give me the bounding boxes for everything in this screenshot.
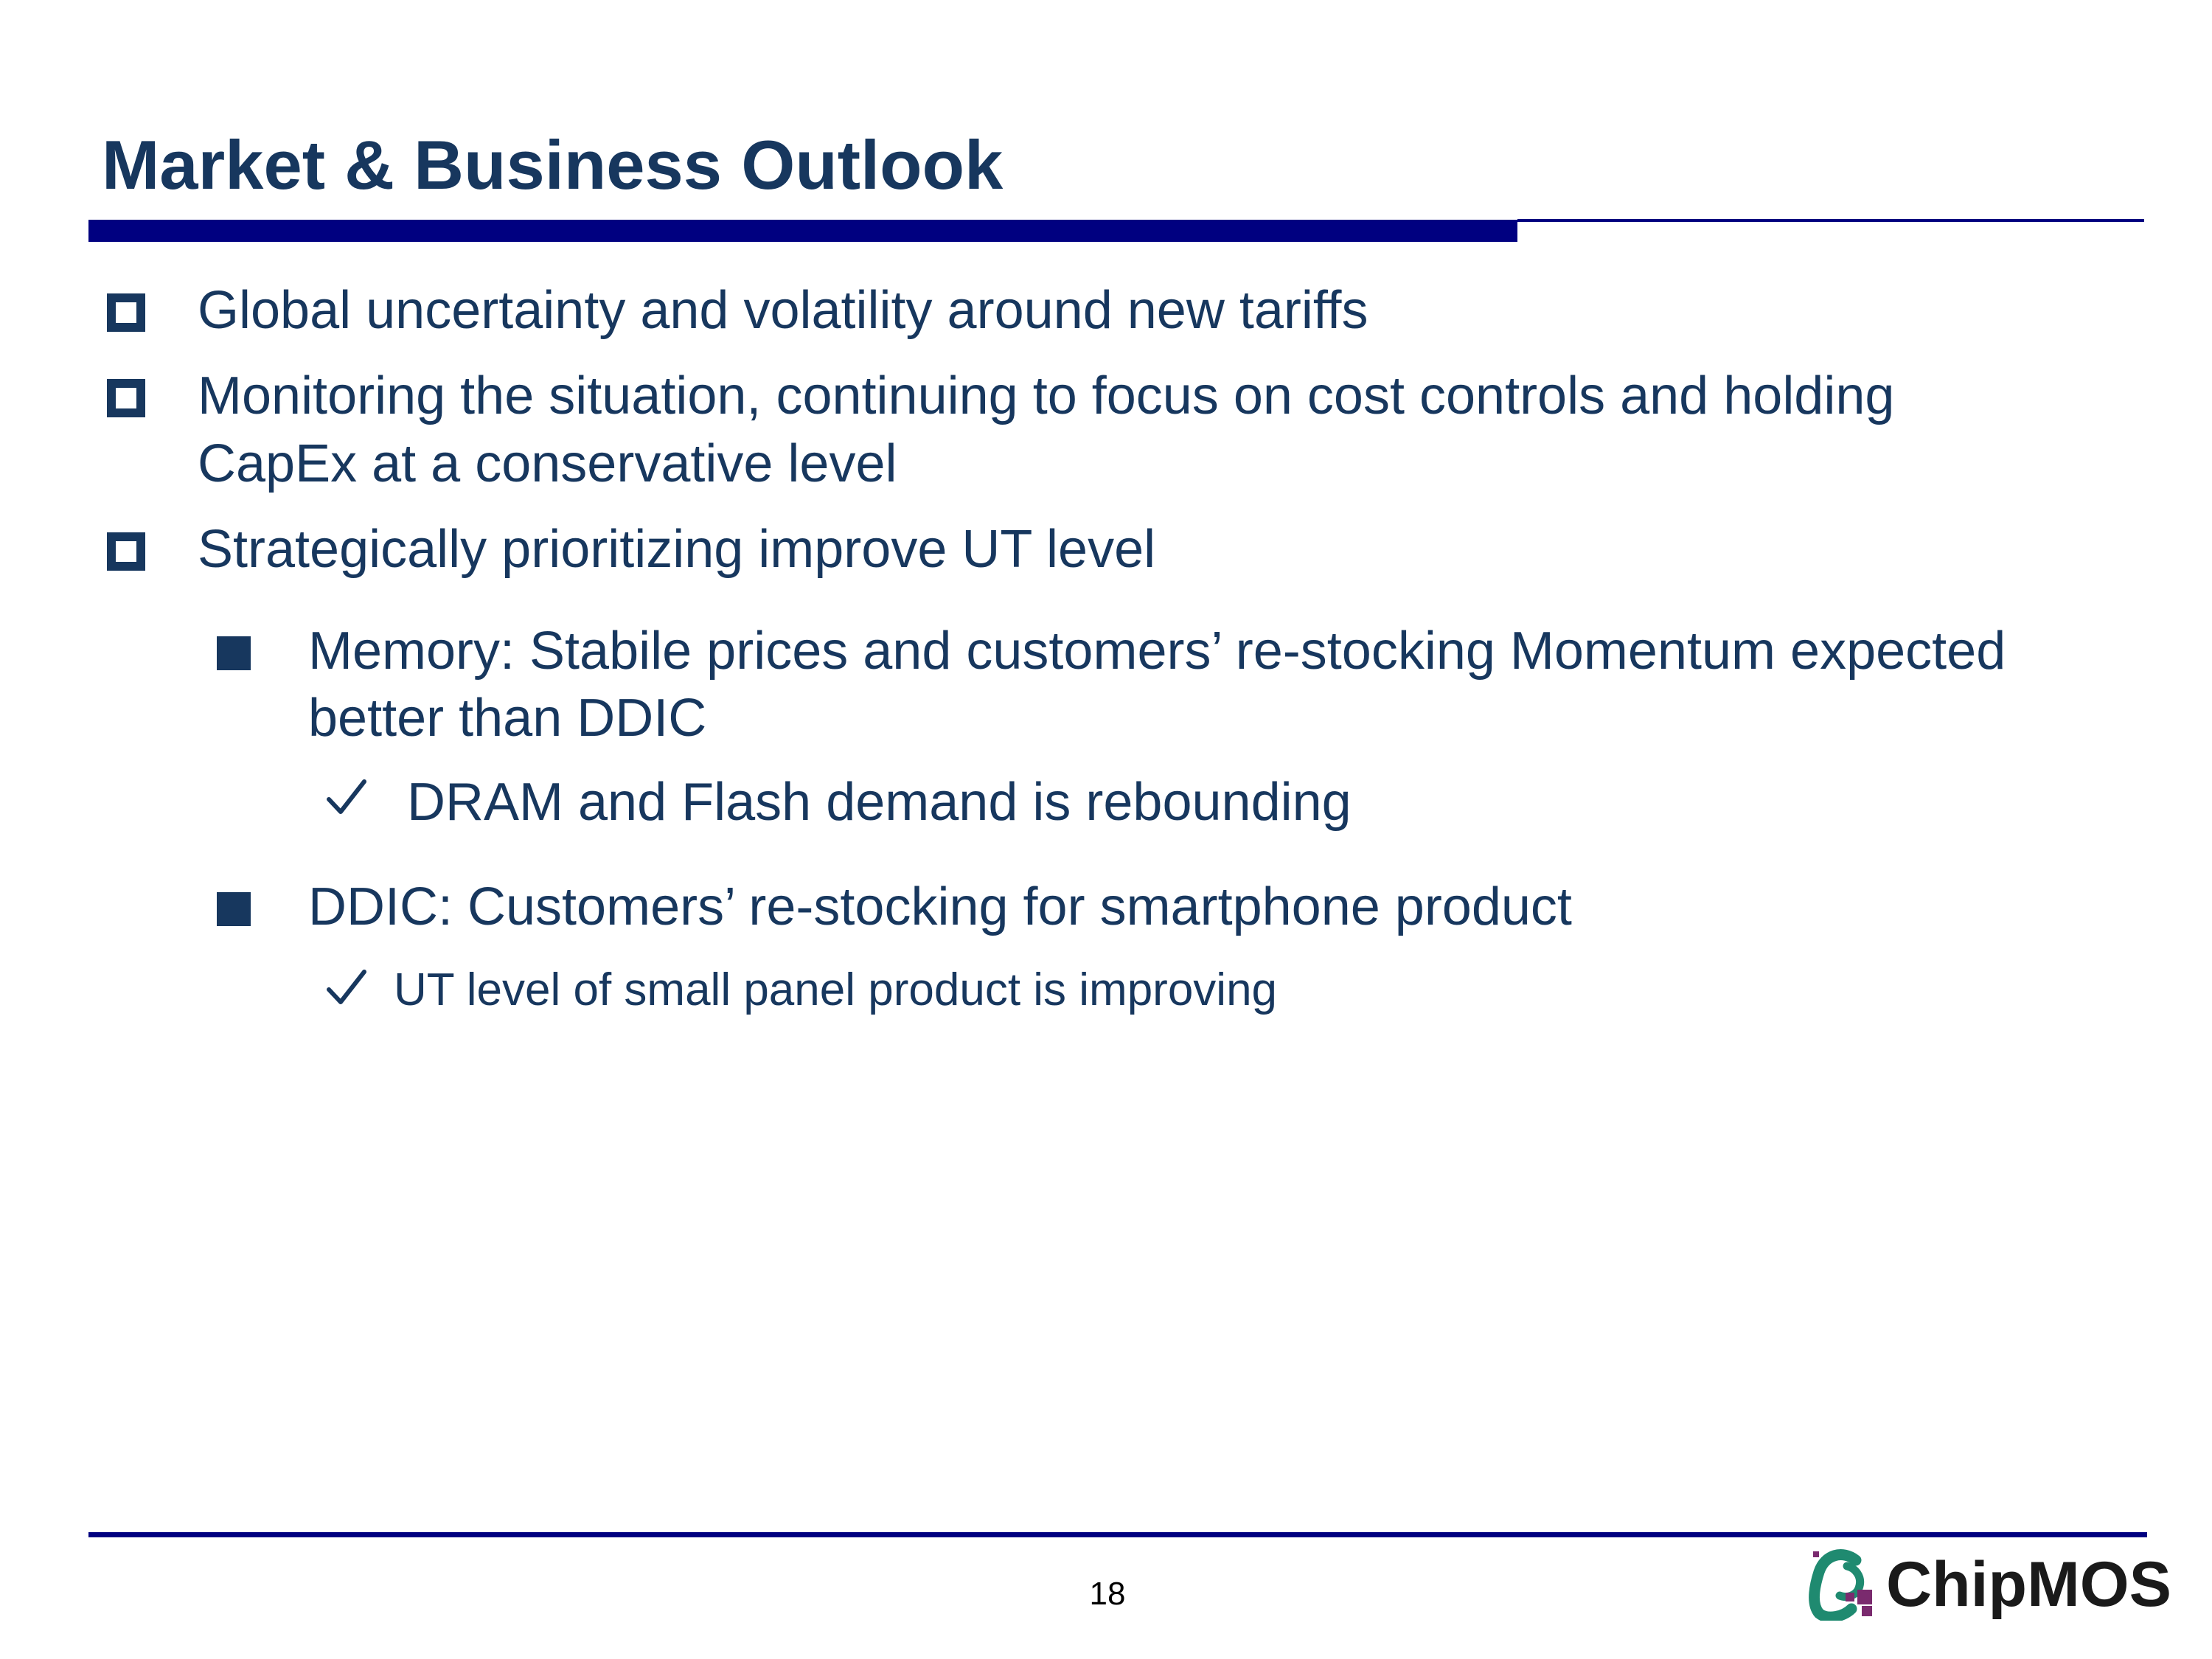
hollow-square-bullet-icon: [107, 379, 145, 417]
chipmos-logo: ChipMOS: [1803, 1547, 2171, 1621]
chipmos-logo-mark-icon: [1809, 1549, 1872, 1621]
check-item-ut-level: UT level of small panel product is impro…: [394, 964, 1278, 1015]
chipmos-logo-text: ChipMOS: [1886, 1549, 2171, 1620]
bullet-2-text-line-2: CapEx at a conservative level: [198, 434, 897, 493]
bullet-3-text: Strategically prioritizing improve UT le…: [198, 520, 1156, 579]
title-underline-thin: [1517, 219, 2144, 222]
footer-rule: [88, 1532, 2147, 1537]
slide-title: Market & Business Outlook: [102, 126, 1004, 204]
hollow-square-bullet-icon: [107, 532, 145, 571]
sub-bullet-memory-line-2: better than DDIC: [308, 689, 707, 748]
bullet-1-text: Global uncertainty and volatility around…: [198, 281, 1368, 340]
check-item-dram-flash: DRAM and Flash demand is rebounding: [407, 773, 1352, 832]
sub-bullet-ddic-text: DDIC: Customers’ re-stocking for smartph…: [308, 877, 1572, 936]
sub-bullet-memory-line-1: Memory: Stabile prices and customers’ re…: [308, 622, 2006, 681]
hollow-square-bullet-icon: [107, 293, 145, 332]
page-number: 18: [1089, 1576, 1126, 1612]
bullet-2-text-line-1: Monitoring the situation, continuing to …: [198, 366, 1895, 425]
filled-square-bullet-icon: [217, 892, 251, 926]
checkmark-icon: [327, 970, 366, 1004]
title-underline-bar: [88, 220, 1517, 242]
filled-square-bullet-icon: [217, 636, 251, 670]
checkmark-icon: [327, 779, 366, 814]
